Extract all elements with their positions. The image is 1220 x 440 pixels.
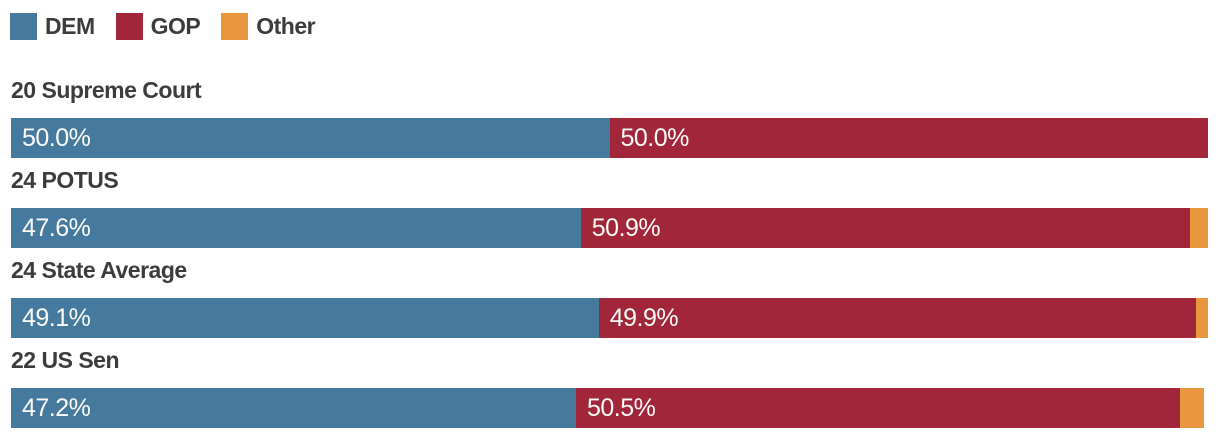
other-segment — [1190, 208, 1208, 248]
dem-swatch-icon — [10, 13, 37, 40]
dem-segment: 50.0% — [11, 118, 610, 158]
legend-label-dem: DEM — [45, 13, 95, 39]
chart-legend: DEM GOP Other — [0, 0, 1220, 40]
chart-row-potus: 24 POTUS 47.6% 50.9% — [11, 167, 1208, 248]
stacked-bar-chart: 20 Supreme Court 50.0% 50.0% 24 POTUS 47… — [0, 77, 1220, 428]
gop-value-label: 50.9% — [591, 213, 661, 242]
legend-label-other: Other — [256, 13, 316, 39]
row-title: 20 Supreme Court — [11, 77, 202, 103]
legend-item-dem: DEM — [10, 13, 95, 40]
gop-segment: 50.5% — [575, 388, 1181, 428]
gop-value-label: 50.5% — [586, 393, 656, 422]
chart-row-supreme-court: 20 Supreme Court 50.0% 50.0% — [11, 77, 1208, 158]
stacked-bar: 47.6% 50.9% — [11, 208, 1208, 248]
other-swatch-icon — [221, 13, 249, 40]
row-title: 22 US Sen — [11, 347, 120, 373]
chart-row-state-average: 24 State Average 49.1% 49.9% — [11, 257, 1208, 338]
chart-row-us-sen: 22 US Sen 47.2% 50.5% — [11, 347, 1208, 428]
dem-segment: 47.6% — [11, 208, 581, 248]
row-title: 24 POTUS — [11, 167, 119, 193]
legend-item-other: Other — [221, 13, 316, 40]
gop-value-label: 50.0% — [620, 123, 690, 152]
dem-segment: 49.1% — [11, 298, 599, 338]
row-title: 24 State Average — [11, 257, 187, 283]
dem-value-label: 47.2% — [22, 393, 91, 422]
gop-segment: 49.9% — [598, 298, 1197, 338]
other-segment — [1196, 298, 1208, 338]
dem-value-label: 47.6% — [22, 213, 91, 242]
gop-segment: 50.0% — [609, 118, 1208, 158]
dem-value-label: 49.1% — [22, 303, 91, 332]
dem-segment: 47.2% — [11, 388, 576, 428]
other-segment — [1180, 388, 1205, 428]
dem-value-label: 50.0% — [22, 123, 91, 152]
stacked-bar: 50.0% 50.0% — [11, 118, 1208, 158]
stacked-bar: 47.2% 50.5% — [11, 388, 1208, 428]
gop-segment: 50.9% — [580, 208, 1191, 248]
gop-swatch-icon — [115, 13, 143, 40]
legend-item-gop: GOP — [115, 13, 201, 40]
stacked-bar: 49.1% 49.9% — [11, 298, 1208, 338]
legend-label-gop: GOP — [150, 13, 201, 39]
gop-value-label: 49.9% — [609, 303, 679, 332]
